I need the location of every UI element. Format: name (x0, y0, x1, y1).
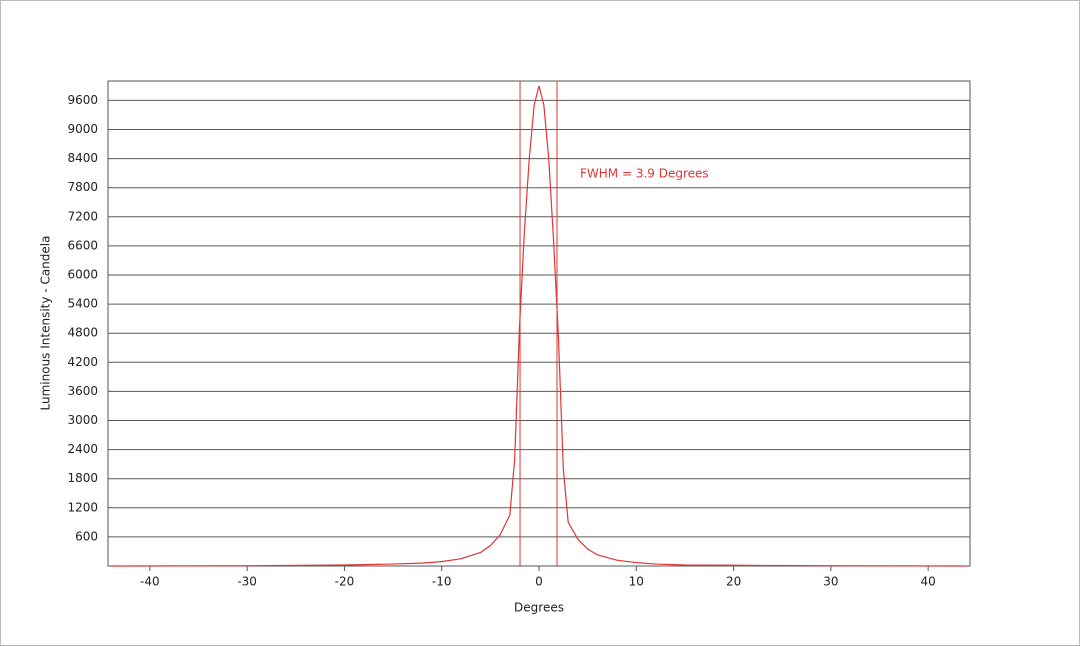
y-tick-label: 3600 (67, 384, 98, 398)
y-tick-label: 6000 (67, 268, 98, 282)
y-tick-label: 1200 (67, 500, 98, 514)
y-tick-label: 7200 (67, 209, 98, 223)
x-tick-label: -20 (335, 575, 355, 589)
x-tick-label: 10 (629, 575, 644, 589)
y-tick-label: 600 (75, 529, 98, 543)
y-tick-label: 4800 (67, 326, 98, 340)
x-tick-label: 20 (726, 575, 741, 589)
y-tick-label: 8400 (67, 151, 98, 165)
y-tick-label: 1800 (67, 471, 98, 485)
y-tick-label: 9000 (67, 122, 98, 136)
x-tick-label: -30 (237, 575, 257, 589)
plot-area (107, 80, 971, 567)
x-tick-label: 0 (535, 575, 543, 589)
x-axis-label: Degrees (514, 601, 564, 615)
y-tick-label: 9600 (67, 93, 98, 107)
x-tick-label: -40 (140, 575, 160, 589)
y-tick-label: 4200 (67, 355, 98, 369)
y-tick-label: 6600 (67, 238, 98, 252)
y-axis-label: Luminous Intensity - Candela (39, 236, 53, 411)
x-tick-label: 30 (823, 575, 838, 589)
line-series (110, 85, 968, 567)
y-tick-label: 7800 (67, 180, 98, 194)
y-tick-label: 5400 (67, 297, 98, 311)
x-tick-label: 40 (921, 575, 936, 589)
y-tick-label: 2400 (67, 442, 98, 456)
y-tick-label: 3000 (67, 413, 98, 427)
annotation: FWHM = 3.9 Degrees (580, 167, 709, 181)
x-tick-label: -10 (432, 575, 452, 589)
